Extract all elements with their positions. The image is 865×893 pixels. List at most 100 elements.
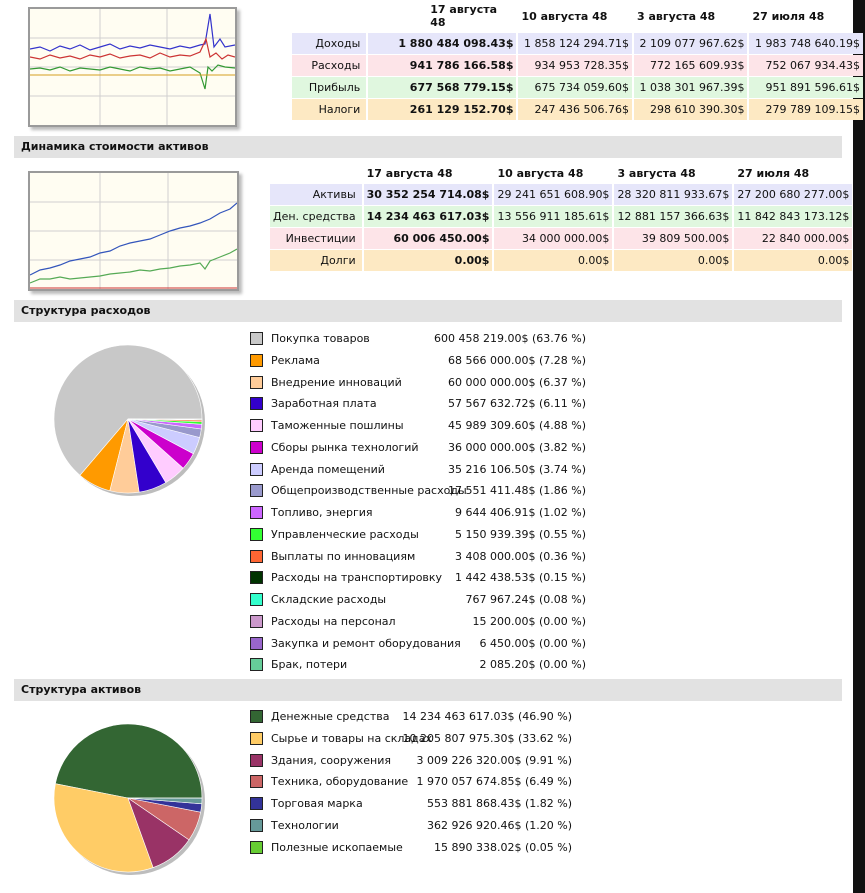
expenses-line: [30, 37, 235, 60]
legend-label: Технологии: [271, 818, 339, 832]
legend-item: Техника, оборудование 1 970 057 674.85$ (…: [250, 772, 610, 794]
assets-row-debts: Долги 0.00$ 0.00$ 0.00$ 0.00$: [270, 250, 853, 271]
legend-item: Закупка и ремонт оборудования 6 450.00$ (…: [250, 634, 610, 656]
row-label: Доходы: [292, 33, 367, 54]
pie-slice: [53, 344, 203, 476]
legend-label: Брак, потери: [271, 658, 348, 672]
legend-swatch: [250, 775, 263, 789]
expenses-legend: Покупка товаров 600 458 219.00$ (63.76 %)…: [250, 329, 610, 677]
row-value: 28 320 811 933.67$: [614, 184, 733, 205]
legend-swatch: [250, 658, 263, 672]
legend-swatch: [250, 753, 263, 767]
legend-value: 15 890 338.02$ (0.05 %): [434, 840, 572, 854]
row-value-current: 14 234 463 617.03$: [363, 206, 493, 227]
legend-label: Складские расходы: [271, 593, 387, 606]
income-col-date: 27 июля 48: [752, 9, 825, 23]
legend-label: Аренда помещений: [271, 462, 385, 476]
legend-label: Выплаты по инновациям: [271, 549, 416, 563]
row-value: 27 200 680 277.00$: [734, 184, 853, 205]
row-value: 1 038 301 967.39$: [633, 77, 748, 98]
assets-trend-chart: [28, 171, 239, 291]
legend-swatch: [250, 731, 263, 745]
legend-value: 35 216 106.50$ (3.74 %): [448, 462, 586, 476]
legend-item: Общепроизводственные расходы 17 551 411.4…: [250, 481, 610, 503]
legend-item: Заработная плата 57 567 632.72$ (6.11 %): [250, 394, 610, 416]
legend-value: 14 234 463 617.03$ (46.90 %): [402, 710, 573, 723]
section-title-assets-dynamics: Динамика стоимости активов: [14, 136, 842, 158]
legend-label: Покупка товаров: [271, 332, 370, 345]
legend-swatch: [250, 818, 263, 832]
income-line: [30, 13, 235, 52]
row-label: Расходы: [292, 55, 367, 76]
assets-col-date: 10 августа 48: [497, 167, 584, 180]
row-value-current: 1 880 484 098.43$: [368, 33, 517, 54]
legend-item: Управленческие расходы 5 150 939.39$ (0.5…: [250, 525, 610, 547]
row-value: 0.00$: [734, 250, 853, 271]
assets-row-investments: Инвестиции 60 006 450.00$ 34 000 000.00$…: [270, 228, 853, 249]
pie-slice: [55, 723, 203, 799]
legend-swatch: [250, 440, 263, 454]
row-label: Инвестиции: [270, 228, 362, 249]
income-row-revenue: Доходы 1 880 484 098.43$ 1 858 124 294.7…: [292, 33, 863, 54]
row-value: 11 842 843 173.12$: [734, 206, 853, 227]
row-value: 298 610 390.30$: [633, 99, 748, 120]
assets-col-date: 3 августа 48: [617, 167, 696, 180]
row-value-current: 677 568 779.15$: [368, 77, 517, 98]
legend-label: Общепроизводственные расходы: [271, 484, 467, 498]
expenses-pie-chart: [52, 343, 212, 503]
legend-swatch: [250, 332, 263, 345]
row-value: 39 809 500.00$: [614, 228, 733, 249]
legend-item: Денежные средства 14 234 463 617.03$ (46.…: [250, 707, 610, 729]
legend-value: 362 926 920.46$ (1.20 %): [427, 818, 572, 832]
legend-value: 60 000 000.00$ (6.37 %): [448, 375, 586, 389]
row-value: 951 891 596.61$: [749, 77, 863, 98]
legend-label: Полезные ископаемые: [271, 840, 403, 854]
legend-value: 767 967.24$ (0.08 %): [465, 593, 586, 606]
legend-value: 17 551 411.48$ (1.86 %): [448, 484, 586, 498]
legend-value: 15 200.00$ (0.00 %): [472, 614, 586, 628]
assets-line: [30, 202, 237, 276]
row-label: Налоги: [292, 99, 367, 120]
legend-item: Расходы на транспортировку 1 442 438.53$ …: [250, 568, 610, 590]
legend-label: Торговая марка: [271, 797, 363, 810]
row-value: 13 556 911 185.61$: [494, 206, 613, 227]
legend-item: Брак, потери 2 085.20$ (0.00 %): [250, 655, 610, 677]
legend-item: Реклама 68 566 000.00$ (7.28 %): [250, 351, 610, 373]
assets-row-cash: Ден. средства 14 234 463 617.03$ 13 556 …: [270, 206, 853, 227]
assets-dynamics-table: 17 августа 48 10 августа 48 3 августа 48…: [268, 164, 854, 272]
legend-value: 9 644 406.91$ (1.02 %): [455, 506, 586, 519]
legend-swatch: [250, 571, 263, 585]
legend-item: Таможенные пошлины 45 989 309.60$ (4.88 %…: [250, 416, 610, 438]
pie-slice: [53, 783, 154, 873]
income-row-expenses: Расходы 941 786 166.58$ 934 953 728.35$ …: [292, 55, 863, 76]
legend-item: Выплаты по инновациям 3 408 000.00$ (0.36…: [250, 547, 610, 569]
legend-swatch: [250, 484, 263, 498]
legend-value: 57 567 632.72$ (6.11 %): [448, 397, 586, 411]
legend-swatch: [250, 549, 263, 563]
row-label: Долги: [270, 250, 362, 271]
legend-swatch: [250, 462, 263, 476]
row-value-current: 30 352 254 714.08$: [363, 184, 493, 205]
income-col-date: 17 августа 48: [430, 3, 498, 29]
row-value-current: 0.00$: [363, 250, 493, 271]
legend-label: Сборы рынка технологий: [271, 440, 419, 454]
legend-item: Внедрение инноваций 60 000 000.00$ (6.37 …: [250, 373, 610, 395]
income-table: 17 августа 48 10 августа 48 3 августа 48…: [290, 0, 865, 121]
legend-swatch: [250, 527, 263, 541]
row-value: 1 983 748 640.19$: [749, 33, 863, 54]
legend-label: Таможенные пошлины: [271, 419, 404, 432]
profit-line: [30, 64, 235, 90]
legend-value: 553 881 868.43$ (1.82 %): [427, 797, 572, 810]
legend-value: 1 442 438.53$ (0.15 %): [455, 571, 586, 585]
assets-col-date: 17 августа 48: [366, 167, 453, 180]
legend-swatch: [250, 797, 263, 810]
legend-item: Технологии 362 926 920.46$ (1.20 %): [250, 816, 610, 838]
legend-item: Расходы на персонал 15 200.00$ (0.00 %): [250, 612, 610, 634]
assets-pie-chart: [52, 722, 212, 882]
legend-item: Топливо, энергия 9 644 406.91$ (1.02 %): [250, 503, 610, 525]
row-value: 1 858 124 294.71$: [518, 33, 632, 54]
legend-value: 600 458 219.00$ (63.76 %): [434, 332, 586, 345]
row-value-current: 261 129 152.70$: [368, 99, 517, 120]
income-trend-chart: [28, 7, 237, 127]
legend-item: Здания, сооружения 3 009 226 320.00$ (9.9…: [250, 751, 610, 773]
